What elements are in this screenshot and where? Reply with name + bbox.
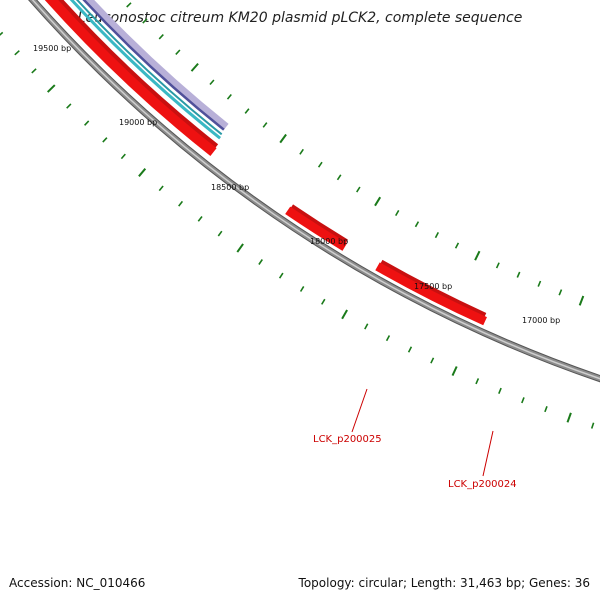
minor-tick: [175, 49, 181, 55]
minor-tick: [321, 298, 326, 305]
minor-tick: [299, 148, 304, 155]
minor-tick: [544, 406, 548, 413]
minor-tick: [475, 378, 480, 385]
major-tick: [566, 412, 572, 423]
summary-text: Topology: circular; Length: 31,463 bp; G…: [298, 576, 590, 590]
minor-tick: [498, 387, 502, 395]
track-teal: [75, 0, 223, 136]
major-tick: [279, 133, 287, 144]
backbone-highlight: [31, 0, 600, 380]
scale-labels: 19500 bp 19000 bp 18500 bp 18000 bp 1750…: [33, 44, 560, 325]
major-tick: [46, 84, 56, 93]
minor-tick: [0, 31, 4, 36]
major-tick: [374, 196, 382, 207]
minor-tick: [31, 68, 37, 74]
minor-tick: [158, 185, 164, 192]
minor-tick: [317, 161, 323, 168]
gene-band-left[interactable]: [0, 0, 217, 157]
minor-tick: [102, 137, 108, 143]
minor-tick: [521, 397, 525, 404]
minor-tick: [178, 200, 184, 207]
scale-label: 17000 bp: [522, 316, 560, 325]
gene-lck-p200024-arrow[interactable]: [375, 262, 487, 326]
track-lavender: [84, 0, 229, 130]
minor-tick: [558, 289, 563, 296]
major-tick: [190, 62, 199, 72]
minor-tick: [299, 285, 305, 292]
plasmid-backbone: [29, 0, 600, 382]
gene-label-lck-p200025[interactable]: LCK_p200025: [313, 434, 382, 445]
minor-tick: [434, 232, 440, 239]
gene-lck-p200025-arrow[interactable]: [285, 206, 348, 251]
minor-tick: [430, 357, 435, 364]
minor-tick: [516, 271, 521, 278]
minor-tick: [454, 242, 460, 249]
track-cyan: [69, 0, 222, 140]
backbone-outline: [28, 0, 600, 383]
minor-tick: [142, 18, 148, 24]
major-tick: [341, 309, 348, 320]
gene-label-leader: [482, 430, 494, 477]
minor-tick: [217, 230, 223, 237]
minor-tick: [126, 2, 132, 8]
minor-tick: [385, 335, 391, 342]
minor-tick: [414, 221, 420, 228]
major-tick: [236, 243, 244, 253]
minor-tick: [244, 108, 250, 114]
minor-tick: [258, 259, 263, 265]
scale-label: 19000 bp: [119, 118, 157, 127]
gene-lck-p200025[interactable]: [285, 204, 348, 251]
major-tick: [138, 168, 147, 177]
scale-label: 18500 bp: [211, 183, 249, 192]
minor-tick: [495, 262, 500, 269]
minor-tick: [590, 422, 595, 429]
minor-tick: [120, 153, 126, 160]
scale-label: 17500 bp: [414, 282, 452, 291]
minor-tick: [364, 323, 369, 330]
minor-tick: [158, 34, 164, 40]
minor-tick: [336, 174, 342, 181]
scale-label: 18000 bp: [310, 237, 348, 246]
minor-tick: [537, 280, 542, 287]
minor-tick: [84, 120, 90, 126]
gene-label-lck-p200024[interactable]: LCK_p200024: [448, 479, 517, 490]
major-tick: [578, 295, 585, 306]
gene-label-leader: [351, 388, 368, 433]
minor-tick: [14, 50, 20, 56]
minor-tick: [197, 216, 203, 222]
map-title: Leuconostoc citreum KM20 plasmid pLCK2, …: [78, 10, 523, 26]
minor-tick: [226, 93, 232, 100]
minor-tick: [66, 103, 72, 109]
minor-tick: [395, 210, 400, 216]
minor-tick: [278, 272, 284, 279]
major-tick: [451, 366, 458, 377]
inner-tick-marks: [126, 2, 585, 306]
track-blue: [82, 0, 225, 131]
major-tick: [474, 250, 481, 261]
minor-tick: [356, 186, 361, 193]
accession-text: Accession: NC_010466: [9, 576, 146, 590]
scale-label: 19500 bp: [33, 44, 71, 53]
gene-lck-p200024[interactable]: [375, 259, 487, 326]
minor-tick: [407, 346, 413, 353]
minor-tick: [262, 122, 268, 128]
outer-tick-marks: [0, 31, 595, 429]
minor-tick: [209, 79, 215, 86]
